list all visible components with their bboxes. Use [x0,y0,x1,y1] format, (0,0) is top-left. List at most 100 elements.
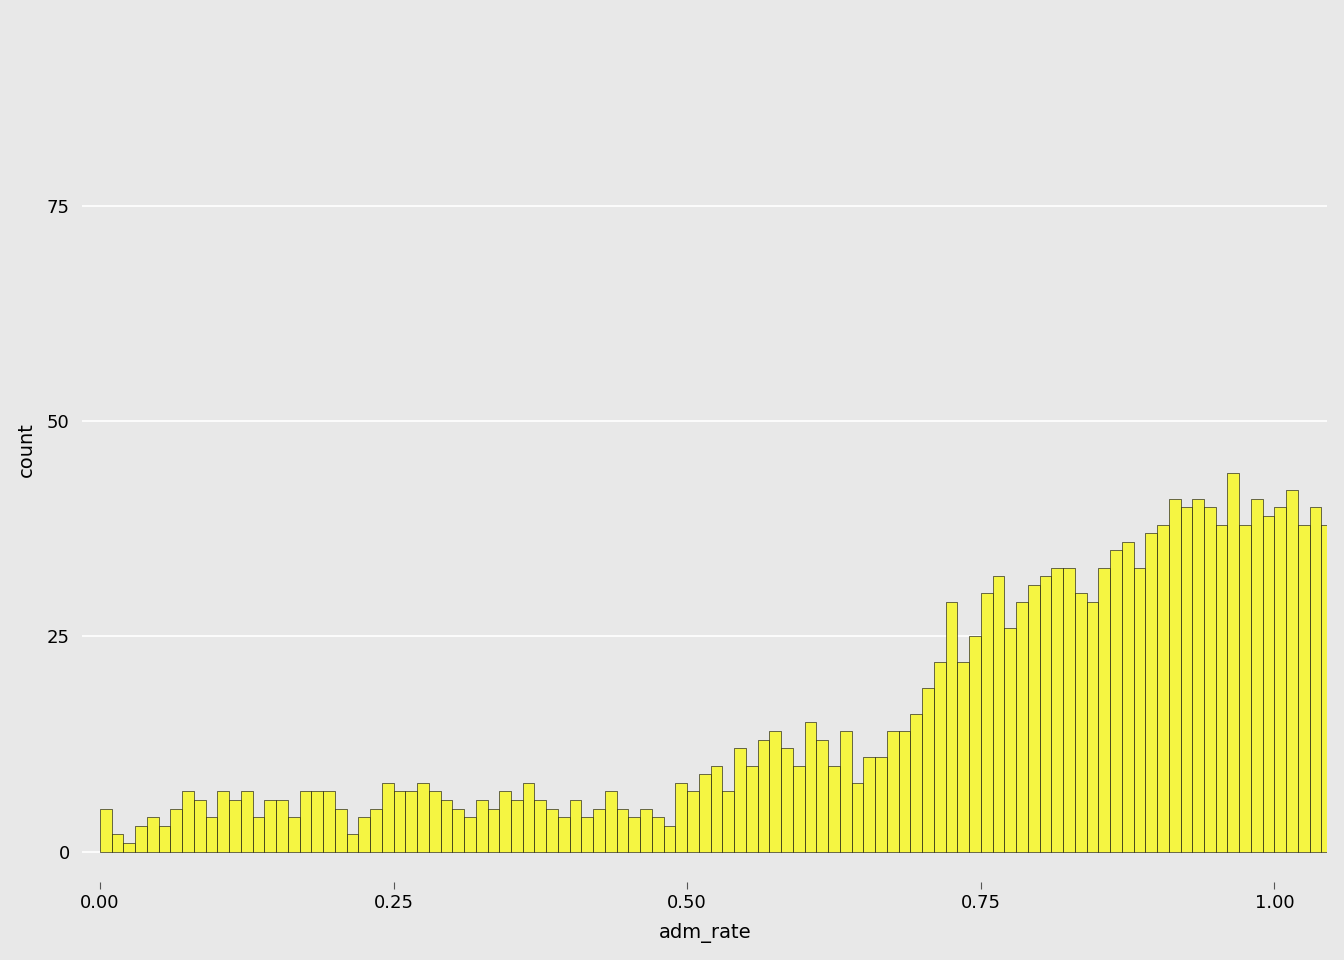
Bar [464,817,476,852]
Bar [687,791,699,852]
Bar [124,843,136,852]
Bar [946,602,957,852]
Bar [582,817,593,852]
Bar [1016,602,1028,852]
Bar [816,740,828,852]
Bar [535,800,546,852]
Bar [1333,516,1344,852]
Bar [335,808,347,852]
Bar [593,808,605,852]
Bar [957,662,969,852]
Bar [1004,628,1016,852]
Bar [699,774,711,852]
Bar [617,808,629,852]
Bar [1157,524,1169,852]
Bar [441,800,453,852]
Bar [1321,524,1333,852]
Bar [934,662,946,852]
Bar [1169,498,1180,852]
Bar [1286,491,1298,852]
Y-axis label: count: count [16,421,36,476]
Bar [734,748,746,852]
Bar [758,740,769,852]
Bar [112,834,124,852]
Bar [1251,498,1263,852]
Bar [652,817,664,852]
Bar [488,808,499,852]
Bar [1063,567,1075,852]
Bar [711,765,723,852]
Bar [1028,585,1039,852]
Bar [406,791,417,852]
Bar [852,782,863,852]
Bar [453,808,464,852]
Bar [1051,567,1063,852]
Bar [1263,516,1274,852]
Bar [476,800,488,852]
Bar [359,817,370,852]
Bar [1133,567,1145,852]
Bar [394,791,406,852]
Bar [1309,507,1321,852]
Bar [499,791,511,852]
Bar [875,756,887,852]
Bar [1075,593,1086,852]
Bar [323,791,335,852]
Bar [1180,507,1192,852]
Bar [1239,524,1251,852]
Bar [993,576,1004,852]
Bar [1122,541,1133,852]
Bar [969,636,981,852]
Bar [183,791,194,852]
Bar [664,826,676,852]
Bar [1110,550,1122,852]
Bar [676,782,687,852]
Bar [1086,602,1098,852]
Bar [1039,576,1051,852]
Bar [1145,533,1157,852]
Bar [265,800,276,852]
Bar [288,817,300,852]
Bar [723,791,734,852]
Bar [1216,524,1227,852]
Bar [228,800,241,852]
Bar [1274,507,1286,852]
Bar [136,826,146,852]
X-axis label: adm_rate: adm_rate [659,924,751,944]
Bar [546,808,558,852]
Bar [429,791,441,852]
Bar [570,800,582,852]
Bar [253,817,265,852]
Bar [899,732,910,852]
Bar [828,765,840,852]
Bar [805,723,816,852]
Bar [922,688,934,852]
Bar [910,714,922,852]
Bar [887,732,899,852]
Bar [241,791,253,852]
Bar [863,756,875,852]
Bar [629,817,640,852]
Bar [417,782,429,852]
Bar [746,765,758,852]
Bar [1227,473,1239,852]
Bar [206,817,218,852]
Bar [769,732,781,852]
Bar [159,826,171,852]
Bar [99,808,112,852]
Bar [370,808,382,852]
Bar [347,834,359,852]
Bar [781,748,793,852]
Bar [840,732,852,852]
Bar [382,782,394,852]
Bar [1298,524,1309,852]
Bar [194,800,206,852]
Bar [171,808,183,852]
Bar [523,782,535,852]
Bar [640,808,652,852]
Bar [1192,498,1204,852]
Bar [218,791,228,852]
Bar [300,791,312,852]
Bar [146,817,159,852]
Bar [312,791,323,852]
